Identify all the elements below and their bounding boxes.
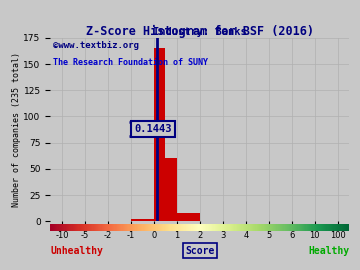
Text: Industry: Banks: Industry: Banks	[153, 28, 247, 38]
Y-axis label: Number of companies (235 total): Number of companies (235 total)	[12, 52, 21, 207]
Text: The Research Foundation of SUNY: The Research Foundation of SUNY	[53, 58, 208, 67]
Text: Unhealthy: Unhealthy	[50, 246, 103, 256]
Bar	[177, 213, 200, 221]
Bar	[165, 158, 177, 221]
Text: ©www.textbiz.org: ©www.textbiz.org	[53, 42, 139, 50]
Bar	[131, 219, 154, 221]
Bar	[154, 48, 165, 221]
Title: Z-Score Histogram for BSF (2016): Z-Score Histogram for BSF (2016)	[86, 25, 314, 38]
Text: Healthy: Healthy	[308, 246, 349, 256]
Text: 0.1443: 0.1443	[134, 124, 172, 134]
Text: Score: Score	[185, 246, 215, 256]
